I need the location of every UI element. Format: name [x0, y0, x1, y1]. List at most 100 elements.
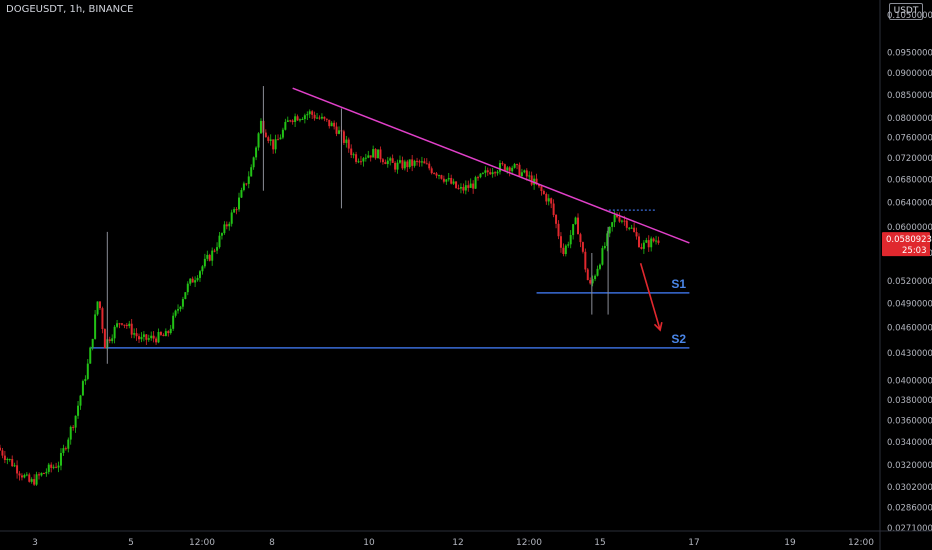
- candle-body: [377, 149, 380, 159]
- candle-body: [652, 238, 655, 242]
- candle-body: [113, 326, 116, 339]
- candle-body: [103, 329, 106, 349]
- candle-body: [264, 132, 267, 138]
- candle-body: [259, 120, 262, 134]
- candle-body: [557, 223, 560, 237]
- candle-body: [381, 159, 384, 163]
- candle-body: [525, 170, 528, 177]
- candle-body: [274, 139, 277, 150]
- candle-body: [281, 129, 284, 138]
- candle-body: [474, 177, 477, 189]
- candle-body: [40, 473, 43, 476]
- candle-body: [335, 126, 338, 134]
- candle-body: [69, 426, 72, 440]
- candle-body: [586, 269, 589, 281]
- candle-body: [645, 240, 648, 243]
- y-tick-label: 0.0680000: [887, 175, 932, 185]
- candle-body: [547, 198, 550, 202]
- currency-selector[interactable]: USDT: [889, 3, 923, 20]
- candle-body: [491, 172, 494, 175]
- candle-body: [74, 415, 77, 428]
- candle-body: [120, 323, 123, 325]
- down-arrow: [639, 263, 661, 331]
- candle-body: [579, 234, 582, 243]
- candle-body: [133, 333, 136, 335]
- candle-body: [440, 175, 443, 179]
- candle-body: [225, 224, 228, 227]
- candle-body: [62, 448, 65, 453]
- candle-body: [255, 147, 258, 158]
- y-tick-label: 0.0490000: [887, 300, 932, 310]
- candle-body: [57, 465, 60, 468]
- candle-body: [569, 235, 572, 245]
- candle-body: [138, 336, 141, 340]
- candle-body: [167, 331, 170, 334]
- candle-body: [384, 162, 387, 165]
- candle-body: [218, 235, 221, 248]
- candle-body: [228, 223, 231, 227]
- x-tick-label: 17: [688, 538, 699, 548]
- candle-body: [486, 170, 489, 173]
- candle-body: [625, 220, 628, 228]
- candle-body: [116, 323, 119, 327]
- candle-body: [467, 185, 470, 188]
- x-tick-label: 15: [594, 538, 605, 548]
- candle-body: [257, 133, 260, 148]
- candle-body: [252, 157, 255, 168]
- candle-body: [508, 167, 511, 172]
- candle-body: [537, 184, 540, 187]
- candle-countdown: 25:03: [902, 246, 927, 256]
- candle-body: [613, 214, 616, 223]
- candle-body: [67, 439, 70, 449]
- candle-body: [584, 251, 587, 270]
- candle-body: [564, 245, 567, 255]
- candle-body: [96, 301, 99, 315]
- candle-body: [572, 224, 575, 236]
- candle-body: [369, 155, 372, 158]
- candle-body: [603, 246, 606, 249]
- candle-body: [20, 475, 23, 478]
- last-price: 0.0580923: [886, 235, 932, 245]
- candle-body: [545, 193, 548, 202]
- candle-body: [174, 310, 177, 316]
- candle-body: [72, 426, 75, 428]
- candle-body: [642, 242, 645, 249]
- y-tick-label: 0.0520000: [887, 277, 932, 287]
- candle-body: [179, 306, 182, 310]
- candle-body: [391, 158, 394, 163]
- candle-body: [535, 178, 538, 185]
- candle-body: [581, 242, 584, 252]
- candle-body: [35, 474, 38, 485]
- candle-body: [16, 465, 19, 474]
- candle-body: [520, 172, 523, 177]
- candle-body: [38, 474, 41, 476]
- x-tick-label: 12:00: [189, 538, 215, 548]
- candle-body: [286, 120, 289, 122]
- candle-body: [303, 115, 306, 120]
- support-label: S2: [671, 332, 686, 346]
- y-tick-label: 0.0286000: [887, 504, 932, 514]
- candle-body: [101, 308, 104, 330]
- candle-body: [618, 217, 621, 222]
- candle-body: [3, 455, 6, 460]
- candle-body: [220, 233, 223, 236]
- x-tick-label: 8: [269, 538, 275, 548]
- support-label: S1: [671, 277, 686, 291]
- candle-body: [125, 324, 128, 327]
- candle-body: [494, 172, 497, 174]
- candle-body: [211, 250, 214, 261]
- candle-body: [277, 139, 280, 141]
- candle-body: [359, 161, 362, 163]
- candle-body: [230, 212, 233, 224]
- candle-body: [164, 331, 167, 337]
- candle-body: [489, 172, 492, 175]
- candle-body: [594, 275, 597, 280]
- price-axis: 0.1050000 0.0950000 0.0900000 0.0850000 0.08…: [879, 0, 932, 550]
- candle-body: [233, 209, 236, 213]
- candle-body: [413, 160, 416, 166]
- candle-body: [445, 179, 448, 182]
- candle-body: [250, 167, 253, 177]
- candle-body: [320, 116, 323, 119]
- candle-body: [408, 159, 411, 168]
